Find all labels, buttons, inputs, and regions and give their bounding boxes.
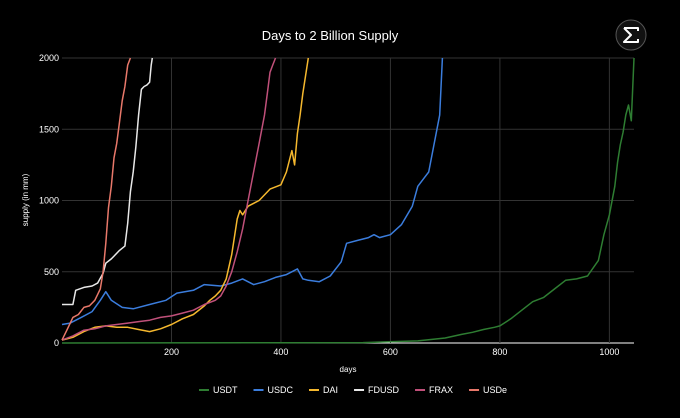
grid [62, 58, 634, 343]
x-tick-label: 600 [383, 347, 398, 357]
legend-label: USDT [213, 385, 238, 395]
series-line-usde [62, 58, 130, 340]
x-axis-ticks: 200 400 600 800 1000 [164, 347, 619, 357]
legend-item-frax: FRAX [415, 385, 453, 395]
x-tick-label: 800 [492, 347, 507, 357]
chart-title: Days to 2 Billion Supply [262, 28, 399, 43]
legend-label: USDe [483, 385, 507, 395]
legend: USDT USDC DAI FDUSD FRAX USDe [199, 385, 507, 395]
x-tick-label: 400 [273, 347, 288, 357]
legend-item-usde: USDe [469, 385, 507, 395]
y-tick-label: 0 [54, 338, 59, 348]
y-tick-label: 500 [44, 267, 59, 277]
y-tick-label: 2000 [39, 53, 59, 63]
logo-button[interactable] [616, 20, 646, 50]
series-line-fdusd [62, 58, 152, 305]
y-tick-label: 1000 [39, 196, 59, 206]
legend-label: FRAX [429, 385, 453, 395]
series-line-dai [62, 58, 308, 340]
y-axis-ticks: 0 500 1000 1500 2000 [39, 53, 59, 348]
legend-item-fdusd: FDUSD [354, 385, 399, 395]
legend-item-usdc: USDC [254, 385, 294, 395]
x-tick-label: 200 [164, 347, 179, 357]
x-axis-label: days [340, 365, 357, 374]
legend-label: DAI [323, 385, 338, 395]
x-tick-label: 1000 [599, 347, 619, 357]
y-tick-label: 1500 [39, 124, 59, 134]
y-axis-label: supply (in mm) [21, 173, 30, 226]
series-line-usdc [62, 58, 442, 325]
legend-label: USDC [268, 385, 294, 395]
legend-item-dai: DAI [309, 385, 338, 395]
legend-label: FDUSD [368, 385, 399, 395]
legend-item-usdt: USDT [199, 385, 238, 395]
